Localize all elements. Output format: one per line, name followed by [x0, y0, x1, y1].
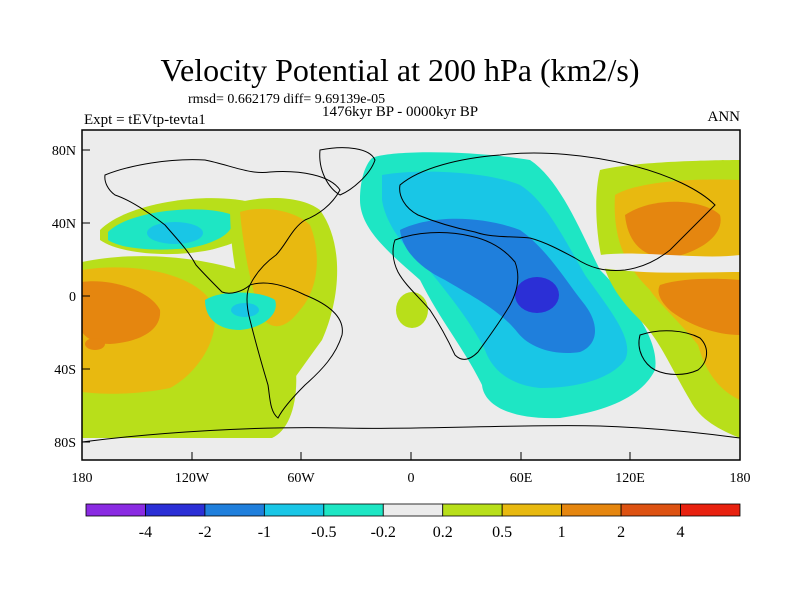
- colorbar-swatch-3: [263, 503, 325, 517]
- colorbar-swatch-10: [680, 503, 741, 517]
- contour-afro-blue: [400, 218, 596, 354]
- colorbar: -4 -2 -1 -0.5 -0.2 0.2 0.5 1 2 4: [85, 503, 741, 541]
- lat-label-0: 0: [69, 290, 76, 305]
- colorbar-label-2: -1: [258, 524, 271, 541]
- rmsd-diff-stats: rmsd= 0.662179 diff= 9.69139e-05: [188, 92, 386, 107]
- contour-npac-blue: [147, 222, 203, 244]
- contour-wpac-gray-strip: [600, 253, 740, 273]
- colorbar-swatch-6: [442, 503, 503, 517]
- contour-wpac-darkorange-south: [658, 278, 740, 335]
- lat-label-40s: 40S: [54, 363, 76, 378]
- lon-label-60w: 60W: [287, 471, 315, 486]
- coastlines: [81, 147, 741, 443]
- lat-axis: 80N 40N 0 40S 80S: [52, 144, 90, 451]
- coast-antarctica: [81, 425, 741, 443]
- colorbar-swatch-9: [620, 503, 681, 517]
- colorbar-swatch-4: [323, 503, 384, 517]
- lon-label-60e: 60E: [510, 471, 533, 486]
- colorbar-swatch-2: [204, 503, 265, 517]
- colorbar-label-8: 2: [617, 524, 625, 541]
- coast-australia: [638, 330, 707, 375]
- lat-label-80s: 80S: [54, 436, 76, 451]
- coast-europe-asia: [399, 152, 716, 271]
- contour-carib-blue: [231, 303, 259, 317]
- chart-title: Velocity Potential at 200 hPa (km2/s): [160, 52, 640, 88]
- lon-label-180-left: 180: [72, 471, 93, 486]
- colorbar-swatch-0: [85, 503, 146, 517]
- colorbar-label-0: -4: [139, 524, 152, 541]
- colorbar-label-5: 0.2: [433, 524, 453, 541]
- colorbar-swatch-1: [145, 503, 206, 517]
- colorbar-swatch-8: [561, 503, 622, 517]
- lon-axis: 180 120W 60W 0 60E 120E 180: [72, 452, 751, 486]
- time-period-label: 1476kyr BP - 0000kyr BP: [322, 104, 479, 120]
- colorbar-label-3: -0.5: [311, 524, 336, 541]
- season-label: ANN: [707, 109, 741, 125]
- contour-pacific-small: [85, 338, 105, 350]
- colorbar-label-9: 4: [677, 524, 685, 541]
- lon-label-120e: 120E: [615, 471, 645, 486]
- coast-africa: [392, 232, 519, 360]
- contour-afro-darkblue: [515, 277, 559, 313]
- lat-label-80n: 80N: [52, 144, 76, 159]
- lon-label-180-right: 180: [730, 471, 751, 486]
- map-panel: 80N 40N 0 40S 80S 180 120W 60W 0 60E 120…: [52, 129, 751, 486]
- contour-fills: [82, 152, 740, 438]
- colorbar-label-7: 1: [558, 524, 566, 541]
- contour-pacific-darkorange: [82, 281, 161, 344]
- colorbar-swatch-5: [382, 503, 444, 517]
- coast-greenland: [319, 147, 376, 196]
- lat-label-40n: 40N: [52, 217, 76, 232]
- contour-wpac-darkorange-north: [625, 201, 721, 258]
- colorbar-label-4: -0.2: [371, 524, 396, 541]
- colorbar-label-6: 0.5: [492, 524, 512, 541]
- colorbar-swatch-7: [501, 503, 563, 517]
- lon-label-120w: 120W: [175, 471, 210, 486]
- experiment-label: Expt = tEVtp-tevta1: [84, 112, 206, 128]
- colorbar-label-1: -2: [198, 524, 211, 541]
- contour-atlantic-yellowgreen: [396, 292, 428, 328]
- coast-north-america: [104, 159, 341, 294]
- lon-label-0: 0: [408, 471, 415, 486]
- coast-south-america: [246, 282, 343, 419]
